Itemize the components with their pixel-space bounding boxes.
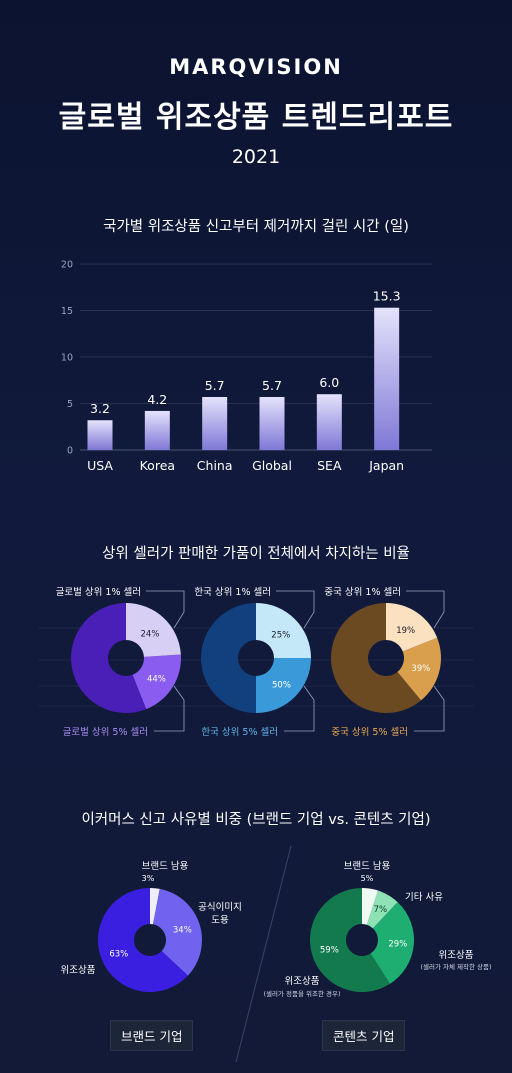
x-tick-label: Japan [368,458,404,473]
pie-slice [310,888,390,993]
bar [87,420,113,450]
donut-slice-top5 [132,654,181,710]
pie-label: 위조상품 [61,964,96,976]
pie-chart-title: 이커머스 신고 사유별 비중 (브랜드 기업 vs. 콘텐츠 기업) [81,812,431,828]
donut-slice-top1 [386,603,438,652]
callout-line [406,590,445,629]
donut-top1-value: 19% [396,626,415,636]
donut-top5-value: 39% [411,664,430,674]
bar-value-label: 4.2 [147,392,167,407]
donut-chart-title: 상위 셀러가 판매한 가품이 전체에서 차지하는 비율 [102,546,410,562]
pie-value: 7% [374,905,388,915]
pie-value: 5% [361,874,374,883]
brand-company-label: 브랜드 기업 [110,1020,194,1051]
pie-slice [362,888,379,925]
pie-value: 59% [320,945,339,955]
pie-sublabel: (셀러가 정품을 위조한 경우) [263,989,340,998]
report-year: 2021 [231,146,281,168]
donut-top1-value: 25% [271,630,290,640]
callout-line [146,590,185,629]
donut-bottom-label: 글로벌 상위 5% 셀러 [63,726,148,738]
content-company-label: 콘텐츠 기업 [322,1020,406,1051]
x-tick-label: China [197,458,233,473]
donut-slice-top1 [256,603,311,658]
bar [374,307,400,450]
donut-top-label: 중국 상위 1% 셀러 [324,586,401,598]
pie-sublabel: (셀러가 자체 제작한 상품) [420,962,491,971]
bar-value-label: 15.3 [373,289,401,304]
bar-value-label: 6.0 [319,375,339,390]
pie-label: 위조상품 [439,949,474,961]
pie-slice [370,902,414,984]
callout-line [154,685,185,732]
report-title: 글로벌 위조상품 트렌드리포트 [58,100,454,135]
x-tick-label: USA [87,458,113,473]
pie-label: 브랜드 남용 [344,861,391,872]
bar [316,394,342,450]
donut-slice-rest [200,603,256,713]
pie-label: 도용 [211,915,229,926]
donut-bottom-label: 중국 상위 5% 셀러 [331,726,408,738]
pie-slice [366,890,398,929]
pie-label: 기타 사유 [405,892,443,903]
bar-chart-title: 국가별 위조상품 신고부터 제거까지 걸린 시간 (일) [103,219,409,235]
donut-top1-value: 24% [141,629,160,639]
pie-label: 공식이미지 [198,902,242,913]
x-tick-label: Global [252,458,292,473]
donut-slice-top5 [397,637,441,701]
bar-value-label: 5.7 [262,378,282,393]
donut-top5-value: 50% [272,680,291,690]
bar-value-label: 5.7 [205,378,225,393]
donut-top-label: 한국 상위 1% 셀러 [194,586,271,598]
divider-line [235,845,292,1063]
bar-value-label: 3.2 [90,401,110,416]
callout-line [414,685,445,732]
bar [259,396,285,450]
pie-slice [98,888,188,992]
donut-top-label: 글로벌 상위 1% 셀러 [56,586,141,598]
pie-label: 위조상품 [285,975,320,987]
donut-slice-rest [330,603,422,713]
pie-value: 29% [388,939,407,949]
donut-bottom-label: 한국 상위 5% 셀러 [201,726,278,738]
pie-value: 34% [173,925,192,935]
bar [144,410,170,450]
pie-value: 3% [142,874,155,883]
pie-value: 63% [109,950,128,960]
y-tick-label: 0 [67,446,73,457]
pie-label: 브랜드 남용 [142,861,189,872]
pie-slice [152,888,202,976]
donut-top5-value: 44% [147,674,166,684]
y-tick-label: 15 [61,306,73,317]
donut-slice-top5 [256,658,311,713]
donut-slice-rest [70,603,147,713]
bar [202,396,228,450]
x-tick-label: SEA [317,458,342,473]
y-tick-label: 5 [67,399,73,410]
y-tick-label: 20 [61,260,73,271]
donut-slice-top1 [126,603,181,657]
y-tick-label: 10 [61,353,73,364]
x-tick-label: Korea [140,458,175,473]
brand-logo: MARQVISION [169,55,343,79]
pie-slice [150,888,160,925]
callout-line [284,685,315,732]
callout-line [276,590,315,629]
